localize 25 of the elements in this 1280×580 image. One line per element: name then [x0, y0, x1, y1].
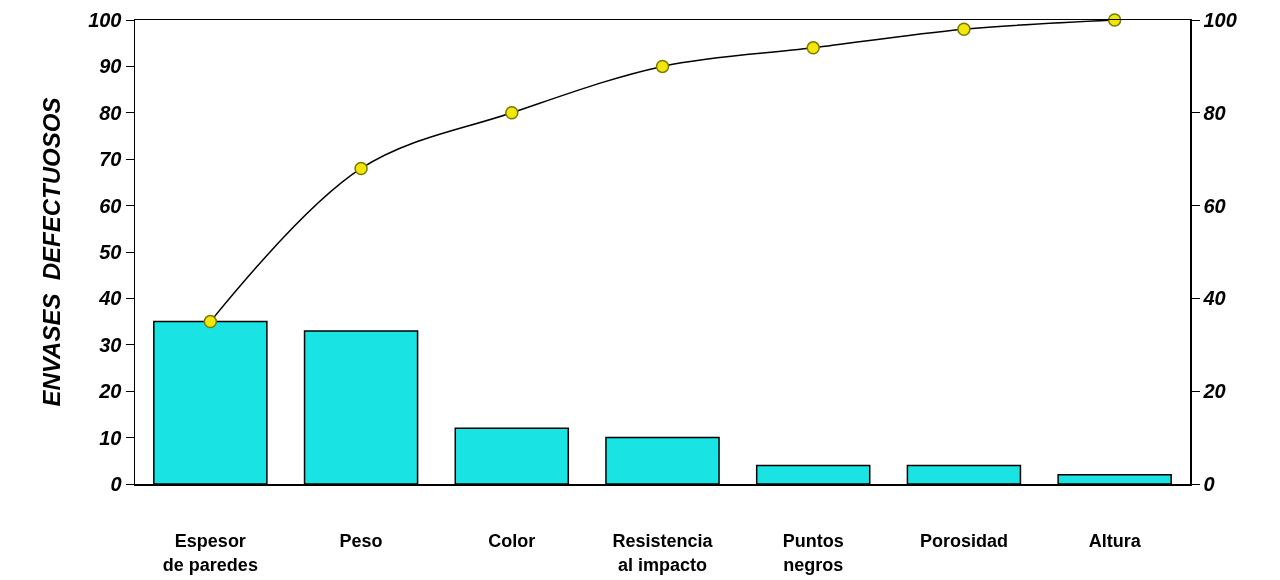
y-tick-label: 100 [88, 9, 122, 31]
x-tick-label: Resistencia al impacto [612, 531, 714, 575]
y-tick-label: 30 [99, 333, 122, 356]
y-tick-label: 20 [98, 380, 122, 403]
y-tick-label: 10 [99, 426, 122, 449]
y-tick-label: 40 [98, 287, 122, 310]
x-tick-label: Espesor de paredes [162, 531, 258, 575]
y-tick-label: 50 [99, 241, 122, 263]
y2-tick-label: 80 [1203, 101, 1226, 124]
y2-tick-label: 0 [1203, 473, 1215, 495]
y-tick-label: 70 [99, 148, 122, 171]
y-tick-label: 90 [99, 55, 122, 78]
x-tick-label: Porosidad [919, 531, 1008, 552]
x-tick-label: Peso [339, 531, 383, 552]
y2-tick-label: 40 [1202, 287, 1226, 310]
x-tick-label: Puntos negros [782, 531, 844, 575]
x-tick-label: Color [488, 531, 536, 552]
y-tick-label: 80 [99, 101, 122, 124]
y-tick-label: 60 [99, 194, 122, 217]
y2-tick-label: 20 [1202, 380, 1226, 403]
y2-tick-label: 100 [1203, 9, 1237, 31]
y2-tick-label: 60 [1203, 194, 1226, 217]
x-tick-label: Altura [1088, 531, 1142, 552]
y-tick-label: 0 [110, 473, 122, 495]
y-axis-title: ENVASES DEFECTUOSOS [38, 97, 66, 407]
